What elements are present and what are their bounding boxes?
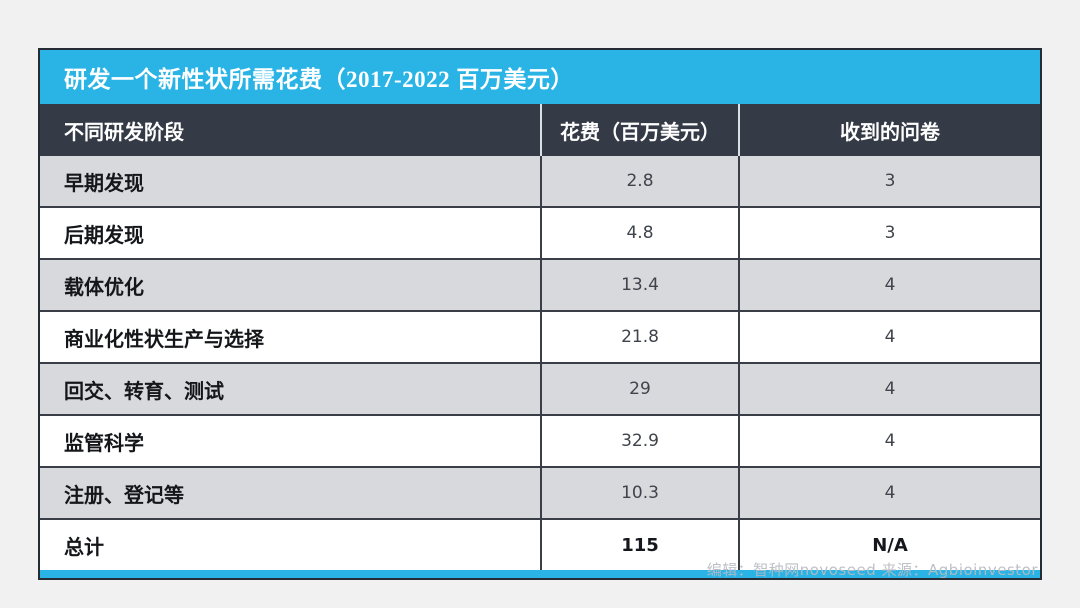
table-row: 总计 115 N/A (40, 518, 1040, 570)
surveys-cell: 4 (738, 468, 1040, 518)
surveys-cell: 3 (738, 208, 1040, 258)
column-header-surveys: 收到的问卷 (738, 104, 1040, 156)
cost-table: 研发一个新性状所需花费（2017-2022 百万美元） 不同研发阶段 花费（百万… (38, 48, 1042, 580)
table-row: 注册、登记等 10.3 4 (40, 466, 1040, 518)
cost-cell: 10.3 (540, 468, 738, 518)
table-row: 后期发现 4.8 3 (40, 206, 1040, 258)
stage-cell: 早期发现 (64, 172, 144, 195)
surveys-cell: 4 (738, 312, 1040, 362)
cost-cell: 2.8 (540, 156, 738, 206)
table-title-bar: 研发一个新性状所需花费（2017-2022 百万美元） (40, 50, 1040, 104)
stage-cell: 回交、转育、测试 (64, 380, 224, 403)
table-title: 研发一个新性状所需花费（2017-2022 百万美元） (64, 67, 574, 92)
surveys-cell: N/A (738, 520, 1040, 570)
stage-cell: 后期发现 (64, 224, 144, 247)
stage-cell: 总计 (64, 536, 104, 559)
cost-cell: 4.8 (540, 208, 738, 258)
stage-cell: 载体优化 (64, 276, 144, 299)
table-row: 商业化性状生产与选择 21.8 4 (40, 310, 1040, 362)
stage-cell: 商业化性状生产与选择 (64, 328, 264, 351)
stage-cell: 监管科学 (64, 432, 144, 455)
column-header-cost: 花费（百万美元） (540, 104, 738, 156)
table-row: 早期发现 2.8 3 (40, 156, 1040, 206)
cost-cell: 32.9 (540, 416, 738, 466)
table-row: 载体优化 13.4 4 (40, 258, 1040, 310)
table-row: 监管科学 32.9 4 (40, 414, 1040, 466)
stage-cell: 注册、登记等 (64, 484, 184, 507)
table-body: 早期发现 2.8 3 后期发现 4.8 3 载体优化 13.4 4 商业化性状生产与选择 21.8 4… (40, 156, 1040, 570)
accent-bottom-bar (40, 570, 1040, 578)
table-header-row: 不同研发阶段 花费（百万美元） 收到的问卷 (40, 104, 1040, 156)
surveys-cell: 3 (738, 156, 1040, 206)
cost-cell: 29 (540, 364, 738, 414)
column-header-stage: 不同研发阶段 (64, 121, 184, 144)
cost-cell: 115 (540, 520, 738, 570)
surveys-cell: 4 (738, 260, 1040, 310)
surveys-cell: 4 (738, 364, 1040, 414)
cost-cell: 21.8 (540, 312, 738, 362)
surveys-cell: 4 (738, 416, 1040, 466)
cost-cell: 13.4 (540, 260, 738, 310)
table-row: 回交、转育、测试 29 4 (40, 362, 1040, 414)
